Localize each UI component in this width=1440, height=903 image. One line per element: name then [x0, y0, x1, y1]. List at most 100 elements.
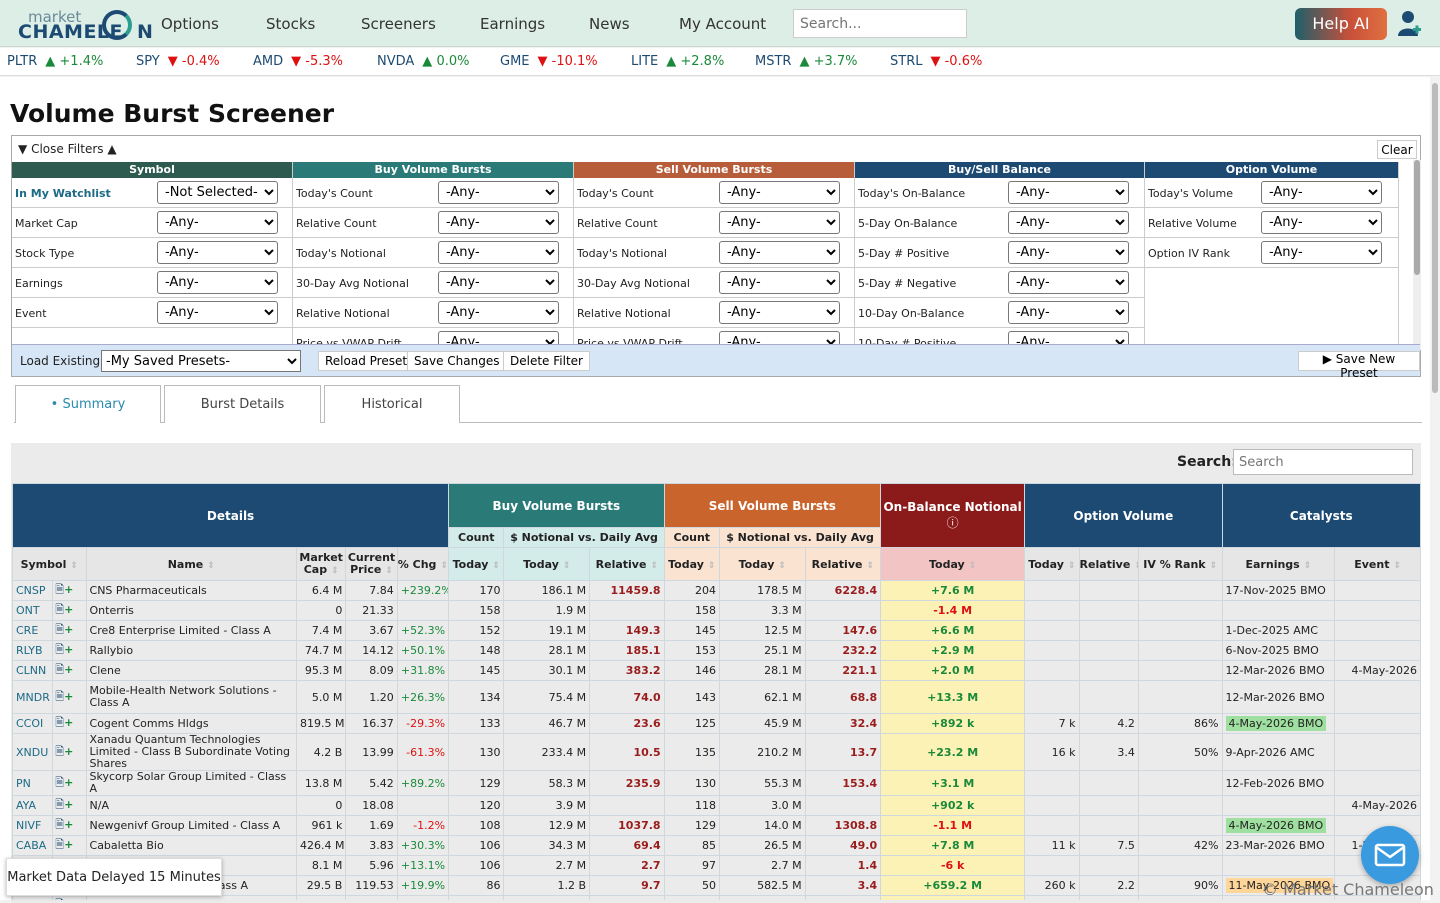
filter-select[interactable]: -Any- [1261, 241, 1382, 264]
plus-icon[interactable]: + [64, 663, 74, 676]
plus-icon[interactable]: + [64, 689, 74, 703]
reload-preset-button[interactable]: Reload Preset [318, 351, 415, 371]
save-new-preset-button[interactable]: ▶ Save New Preset [1298, 351, 1420, 380]
ticker-item-spy[interactable]: SPY ▼ -0.4% [136, 54, 220, 69]
filter-select[interactable]: -Any- [438, 271, 559, 294]
column-header-event[interactable]: Event ⇕ [1334, 547, 1421, 581]
column-header-name[interactable]: Name ⇕ [85, 547, 298, 581]
document-icon[interactable]: 🗎 [55, 583, 65, 596]
column-header-today[interactable]: Today ⇕ [1024, 547, 1080, 581]
column-header-today[interactable]: Today ⇕ [503, 547, 591, 581]
column-header-relative[interactable]: Relative⇕ [804, 547, 882, 581]
table-row[interactable]: XNDU 🗎+ Xanadu Quantum Technologies Limite… [12, 733, 1421, 771]
filter-select[interactable]: -Any- [438, 241, 559, 264]
symbol-link[interactable]: CRE [12, 620, 54, 641]
document-icon[interactable]: 🗎 [55, 898, 64, 900]
plus-icon[interactable]: + [64, 898, 73, 900]
filter-select[interactable]: -Any- [1008, 211, 1129, 234]
filter-select[interactable]: -Any- [438, 301, 559, 324]
help-ai-button[interactable]: Help AI [1295, 8, 1387, 40]
symbol-link[interactable]: ONT [12, 600, 54, 621]
nav-stocks[interactable]: Stocks [266, 15, 316, 33]
plus-icon[interactable]: + [64, 603, 74, 616]
filter-select[interactable]: -Any- [719, 211, 840, 234]
table-row[interactable]: CRCL🗎+Circle Internet Group Class A29.5 … [12, 875, 1421, 896]
ticker-item-nvda[interactable]: NVDA ▲ 0.0% [377, 54, 470, 69]
column-header-market-cap[interactable]: Market Cap ⇕ [295, 547, 347, 581]
table-row[interactable]: ADVB🗎+Advanced Biomed8.1 M5.96+13.1%1062… [12, 855, 1421, 876]
table-row[interactable]: CRE 🗎+ Cre8 Enterprise Limited - Class A 7.… [12, 620, 1421, 641]
results-search-input[interactable] [1233, 449, 1413, 475]
filter-select[interactable]: -Any- [157, 241, 278, 264]
column-header-relative[interactable]: Relative⇕ [1078, 547, 1139, 581]
page-scrollbar[interactable] [1430, 77, 1440, 900]
table-row[interactable]: PN 🗎+ Skycorp Solar Group Limited - Class … [12, 770, 1421, 796]
document-icon[interactable]: 🗎 [55, 623, 65, 636]
plus-icon[interactable]: + [64, 818, 74, 831]
document-icon[interactable]: 🗎 [55, 744, 65, 758]
clear-filters-button[interactable]: Clear [1377, 140, 1417, 159]
plus-icon[interactable]: + [64, 798, 74, 811]
filter-select[interactable]: -Any- [719, 181, 840, 204]
plus-icon[interactable]: + [64, 775, 74, 789]
filter-select[interactable]: -Not Selected- [157, 181, 278, 204]
filter-select[interactable]: -Any- [1008, 271, 1129, 294]
column-header-iv-rank[interactable]: IV % Rank ⇕ [1137, 547, 1223, 581]
column-header--chg[interactable]: % Chg ⇕ [396, 547, 450, 581]
nav-screeners[interactable]: Screeners [361, 15, 436, 33]
symbol-link[interactable]: CLNN [12, 660, 54, 681]
document-icon[interactable]: 🗎 [55, 689, 65, 703]
preset-select[interactable]: -My Saved Presets- [101, 350, 301, 372]
table-row[interactable]: CLNN 🗎+ Clene 95.3 M 8.09 +31.8% 145 30.1 M 383.… [12, 660, 1421, 681]
market-chameleon-logo[interactable]: market CHAMELE N [18, 8, 154, 43]
ticker-item-amd[interactable]: AMD ▼ -5.3% [253, 54, 343, 69]
ticker-item-gme[interactable]: GME ▼ -10.1% [500, 54, 598, 69]
delete-filter-button[interactable]: Delete Filter [503, 351, 590, 371]
symbol-link[interactable]: PN [12, 770, 54, 796]
plus-icon[interactable]: + [64, 744, 74, 758]
symbol-link[interactable]: MNDR [12, 680, 54, 714]
document-icon[interactable]: 🗎 [55, 818, 65, 831]
nav-my-account[interactable]: My Account [679, 15, 767, 33]
filter-select[interactable]: -Any- [157, 301, 278, 324]
symbol-link[interactable]: CABA [12, 835, 54, 856]
filter-select[interactable]: -Any- [157, 211, 278, 234]
table-row[interactable]: ONT 🗎+ Onterris 0 21.33 158 1.9 M 158 3.3 M -1.4 … [12, 600, 1421, 621]
column-header-symbol[interactable]: Symbol ⇕ [12, 547, 87, 581]
filter-select[interactable]: -Any- [1261, 181, 1382, 204]
column-header-today[interactable]: Today ⇕ [880, 547, 1026, 581]
nav-news[interactable]: News [589, 15, 630, 33]
tab-burst-details[interactable]: Burst Details [164, 385, 321, 423]
table-row[interactable]: CNSP 🗎+ CNS Pharmaceuticals 6.4 M 7.84 +239.2… [12, 580, 1421, 601]
tab-historical[interactable]: Historical [324, 385, 460, 423]
top-search-input[interactable] [793, 9, 967, 38]
filter-select[interactable]: -Any- [719, 301, 840, 324]
table-row[interactable]: CCOI 🗎+ Cogent Comms Hldgs 819.5 M 16.37 -29.… [12, 713, 1421, 734]
column-header-today[interactable]: Today ⇕ [663, 547, 720, 581]
filter-select[interactable]: -Any- [438, 181, 559, 204]
filter-select[interactable]: -Any- [1008, 301, 1129, 324]
plus-icon[interactable]: + [64, 583, 74, 596]
column-header-earnings[interactable]: Earnings ⇕ [1221, 547, 1336, 581]
symbol-link[interactable]: XNDU [12, 733, 54, 771]
nav-earnings[interactable]: Earnings [480, 15, 546, 33]
ticker-item-strl[interactable]: STRL ▼ -0.6% [890, 54, 983, 69]
table-row[interactable]: RLYB 🗎+ Rallybio 74.7 M 14.12 +50.1% 148 28.1 M… [12, 640, 1421, 661]
save-changes-button[interactable]: Save Changes [407, 351, 507, 371]
filter-select[interactable]: -Any- [1008, 181, 1129, 204]
table-row[interactable]: 🗎+Class A29.7 M12.19+596.6%86145.1 M2285… [12, 895, 1421, 900]
filter-select[interactable]: -Any- [157, 271, 278, 294]
plus-icon[interactable]: + [64, 838, 74, 851]
plus-icon[interactable]: + [64, 716, 74, 729]
ticker-item-lite[interactable]: LITE ▲ +2.8% [631, 54, 725, 69]
document-icon[interactable]: 🗎 [55, 663, 65, 676]
column-header-current-price[interactable]: Current Price ⇕ [345, 547, 398, 581]
symbol-link[interactable]: CNSP [12, 580, 54, 601]
symbol-link[interactable]: CCOI [12, 713, 54, 734]
table-row[interactable]: CABA 🗎+ Cabaletta Bio 426.4 M 3.83 +30.3% 106 3… [12, 835, 1421, 856]
close-filters-toggle[interactable]: ▼ Close Filters ▲ [18, 142, 117, 156]
tab-summary[interactable]: • Summary [15, 385, 161, 423]
document-icon[interactable]: 🗎 [55, 798, 65, 811]
table-row[interactable]: MNDR 🗎+ Mobile-Health Network Solutions - … [12, 680, 1421, 714]
